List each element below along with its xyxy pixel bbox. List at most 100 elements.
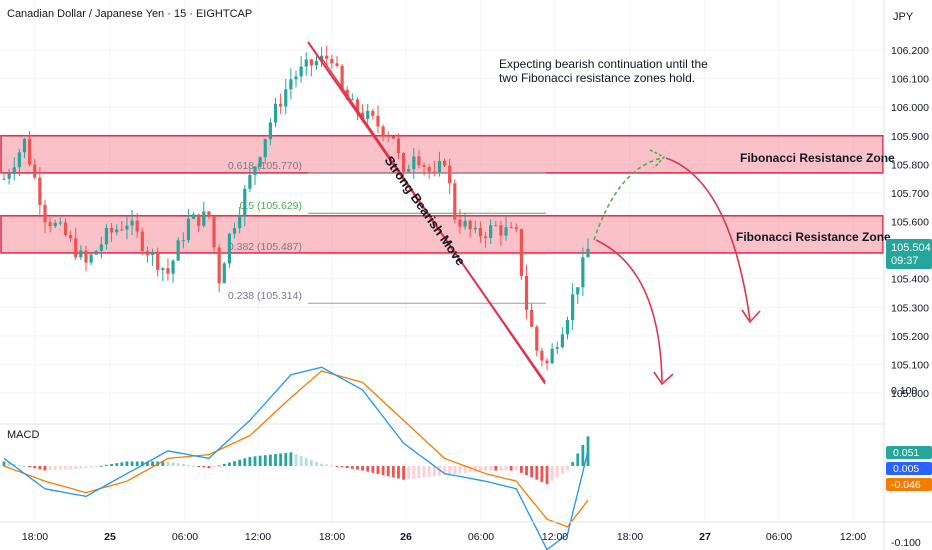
currency-label[interactable]: JPY	[893, 11, 914, 23]
macd-histogram-bar	[263, 455, 267, 466]
time-tick-label: 18:00	[617, 531, 643, 543]
macd-histogram-bar	[361, 466, 364, 471]
macd-histogram-bar	[84, 466, 88, 469]
macd-histogram-bar	[494, 466, 498, 471]
candle-body	[79, 250, 83, 258]
price-axis[interactable]: 106.200 106.100 106.000 105.900 105.800 105.7…	[891, 45, 929, 400]
macd-histogram-bar	[151, 461, 154, 466]
macd-histogram-bar	[268, 454, 272, 466]
projection-up-arrow[interactable]	[593, 157, 663, 241]
price-tick-label: 105.000	[891, 388, 929, 400]
candle-body	[350, 99, 354, 101]
candle-body	[176, 240, 180, 261]
macd-tick-label: -0.100	[891, 537, 921, 549]
macd-histogram-bar	[274, 454, 277, 466]
projection-down-arrow-near[interactable]	[595, 239, 663, 383]
candle-body	[28, 138, 32, 165]
candle-body	[212, 215, 216, 248]
price-tick-label: 106.100	[891, 74, 929, 86]
macd-histogram-bar	[146, 461, 149, 466]
macd-line-value: 0.005	[893, 463, 919, 475]
candle-body	[109, 227, 114, 233]
candle-body	[391, 136, 395, 139]
time-tick-label: 27	[699, 531, 711, 543]
macd-histogram-bar	[176, 463, 180, 466]
macd-histogram-bar	[140, 461, 144, 466]
candle-body	[448, 165, 452, 184]
macd-histogram-bar	[407, 466, 411, 480]
candle-body	[273, 103, 278, 123]
candle-body	[150, 251, 155, 255]
price-tick-label: 105.300	[891, 302, 929, 314]
macd-histogram-bar	[228, 462, 231, 466]
macd-histogram-bar	[248, 456, 252, 466]
macd-histogram-bar	[350, 466, 354, 469]
macd-histogram-bar	[69, 466, 72, 470]
candle-body	[99, 244, 103, 251]
macd-histogram-bar	[161, 461, 165, 466]
macd-histogram-bar	[427, 466, 431, 477]
candle-body	[43, 204, 47, 223]
bearish-trend-line-edge	[320, 56, 546, 385]
macd-histogram-bar	[484, 466, 487, 471]
candle-body	[458, 219, 462, 227]
projection-down-arrow-far[interactable]	[665, 157, 751, 321]
macd-histogram-bar	[463, 466, 467, 473]
time-tick-label: 06:00	[172, 531, 198, 543]
macd-histogram-bar	[571, 462, 575, 466]
macd-histogram-bar	[171, 462, 175, 466]
candle-body	[202, 211, 206, 226]
macd-histogram-bar	[135, 461, 139, 466]
macd-histogram-bar	[376, 466, 380, 474]
candle-body	[504, 227, 508, 236]
candle-body	[135, 220, 139, 232]
candle-body	[355, 99, 360, 113]
candle-body	[586, 248, 590, 258]
candle-body	[478, 227, 483, 237]
candle-body	[509, 227, 513, 229]
price-tick-label: 105.100	[891, 359, 929, 371]
candle-body	[463, 220, 467, 227]
candle-body	[186, 218, 191, 241]
macd-histogram-bar	[48, 466, 52, 471]
candle-body	[571, 294, 575, 321]
symbol-title[interactable]: Canadian Dollar / Japanese Yen · 15 · EI…	[7, 8, 252, 20]
macd-histogram-bar	[315, 461, 318, 466]
macd-histogram-bar	[453, 466, 457, 474]
candle-body	[304, 59, 308, 67]
candle-body	[22, 138, 27, 153]
resistance-zones	[0, 134, 884, 254]
candle-body	[7, 173, 11, 179]
time-tick-label: 12:00	[542, 531, 568, 543]
macd-histogram-bar	[560, 466, 564, 474]
macd-histogram-bar	[504, 466, 508, 471]
macd-pane[interactable]	[0, 366, 884, 550]
macd-histogram-bar	[576, 453, 580, 466]
price-tick-label: 105.900	[891, 131, 929, 143]
macd-histogram-bar	[233, 461, 236, 466]
candle-body	[335, 63, 339, 66]
candle-body	[130, 220, 134, 226]
macd-histogram-bar	[64, 466, 67, 470]
macd-histogram-bar	[330, 465, 334, 467]
projection-up-arrowhead	[649, 149, 666, 169]
candle-body	[253, 166, 257, 175]
macd-signal-line	[3, 370, 589, 528]
macd-histogram-bar	[125, 461, 129, 466]
candle-body	[550, 348, 554, 364]
time-axis[interactable]: 18:00 25 06:00 12:00 18:00 26 06:00 12:00 18:00 2…	[22, 531, 866, 543]
candle-body	[530, 309, 534, 327]
candle-body	[340, 65, 344, 90]
macd-histogram-bar	[284, 452, 288, 466]
candle-body	[576, 287, 580, 295]
macd-histogram-bar	[207, 466, 211, 469]
macd-histogram-bar	[309, 459, 313, 466]
candle-body	[325, 55, 329, 59]
candle-body	[309, 59, 313, 66]
macd-histogram-bar	[12, 463, 16, 466]
candle-body	[243, 188, 247, 216]
fib-label: 0.618 (105.770)	[228, 160, 302, 172]
candle-body	[381, 126, 385, 136]
time-tick-label: 12:00	[245, 531, 271, 543]
